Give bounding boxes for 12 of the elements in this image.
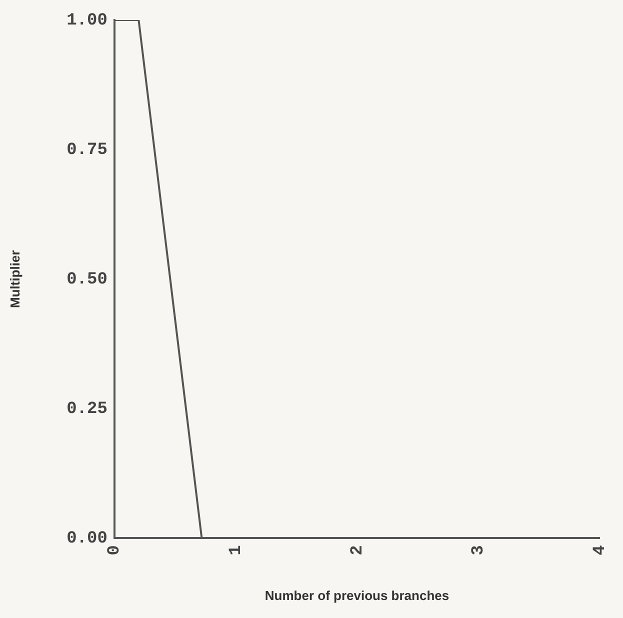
y-tick-label: 0.75: [66, 140, 108, 160]
x-tick-label: 2: [348, 545, 368, 556]
x-tick-label: 4: [590, 545, 610, 556]
x-axis-title: Number of previous branches: [264, 588, 450, 603]
y-tick-label: 0.50: [66, 270, 108, 290]
x-tick-label: 3: [470, 545, 489, 556]
y-tick-label: 1.00: [66, 11, 108, 30]
y-axis-title: Multiplier: [7, 250, 22, 308]
x-tick-label: 1: [226, 545, 246, 556]
y-tick-label: 0.25: [66, 400, 108, 419]
x-tick-label: 0: [106, 545, 125, 556]
y-tick-label: 0.00: [66, 529, 108, 548]
